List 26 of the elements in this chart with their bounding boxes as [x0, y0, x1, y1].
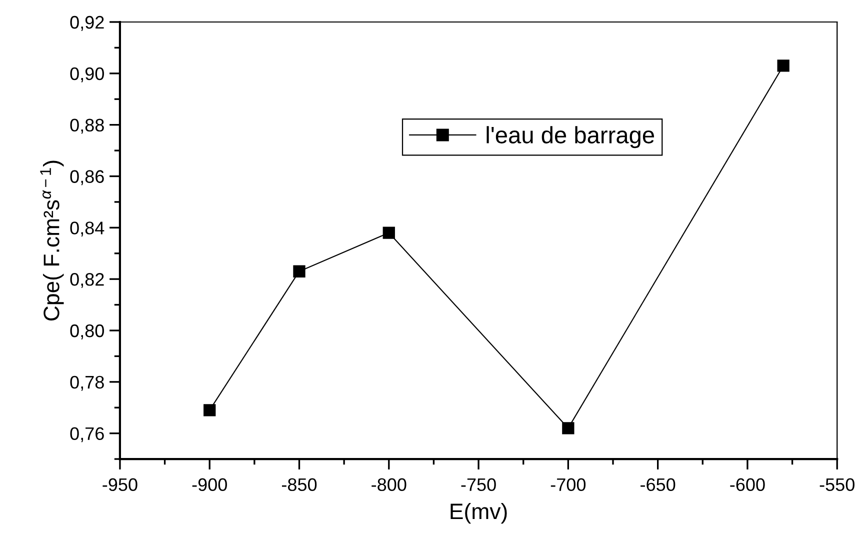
y-tick-label: 0,88: [70, 118, 104, 134]
point: [204, 404, 216, 416]
y-tick-label: 0,78: [70, 376, 104, 391]
y-tick-label: 0,84: [70, 222, 104, 237]
x-tick-label: -750: [461, 478, 496, 492]
x-tick-label: -600: [730, 478, 765, 492]
y-axis-title: Cpe( F.cm²s$^{α−1}$): [40, 160, 64, 320]
x-tick-label: -950: [102, 478, 138, 492]
x-tick-label: -850: [282, 478, 317, 492]
point: [562, 422, 574, 434]
legend-label: l'eau de barrage: [486, 126, 654, 148]
y-tick-label: 0,86: [70, 170, 104, 186]
y-tick-label: 0,80: [70, 324, 104, 340]
x-tick-label: -550: [820, 478, 854, 492]
x-tick-label: -900: [192, 478, 227, 492]
point: [293, 265, 306, 278]
x-tick-label: -650: [640, 478, 676, 492]
x-axis-title: E(mv): [450, 502, 507, 524]
x-tick-label: -700: [550, 478, 586, 492]
x-tick-label: -800: [372, 478, 406, 492]
y-tick-label: 0,92: [70, 16, 104, 31]
y-tick-label: 0,90: [70, 67, 104, 82]
y-tick-label: 0,76: [70, 427, 104, 442]
y-tick-label: 0,82: [70, 273, 104, 288]
point: [382, 226, 395, 239]
point: [777, 60, 790, 72]
